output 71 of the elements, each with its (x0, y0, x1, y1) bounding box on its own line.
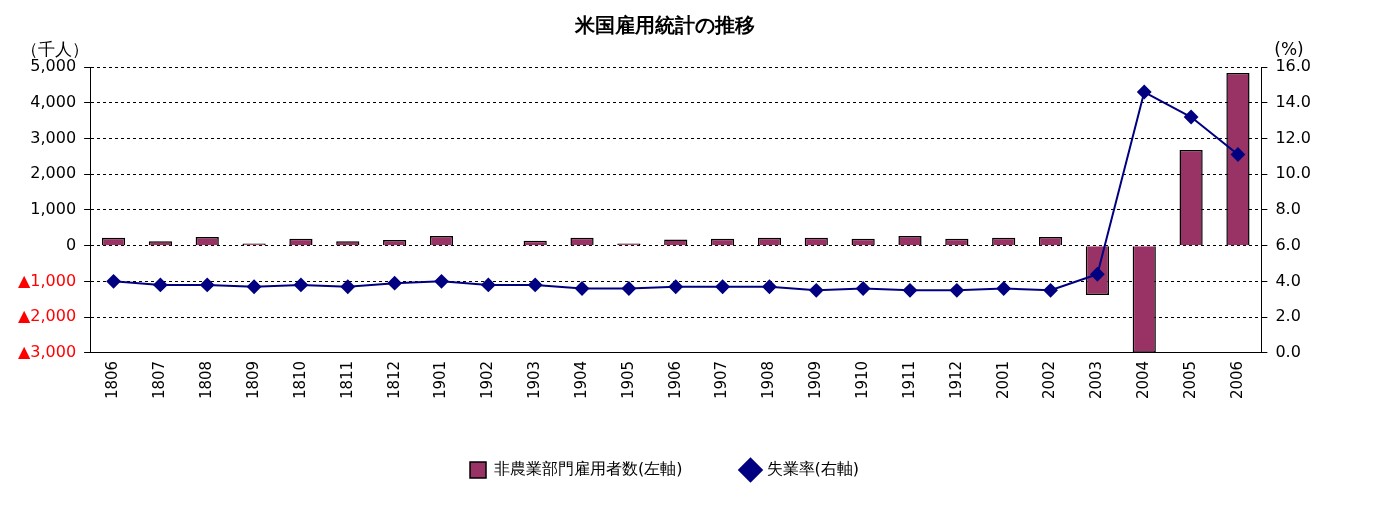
x-tick-label: 2002 (1040, 360, 1059, 400)
x-tick-label: 2001 (993, 360, 1012, 400)
y-tick-label: 1,000 (30, 199, 77, 219)
point (809, 283, 824, 298)
point (247, 279, 262, 294)
point (668, 279, 683, 294)
point (856, 281, 871, 296)
y2-tick-label: 16.0 (1275, 56, 1311, 76)
point (996, 281, 1011, 296)
y2-tick-label: 0.0 (1275, 341, 1301, 361)
point (387, 276, 402, 291)
x-tick-label: 2006 (1227, 360, 1246, 400)
legend-label: 失業率(右軸) (766, 459, 859, 479)
x-tick-label: 2005 (1180, 360, 1199, 400)
point (1137, 85, 1152, 100)
x-tick-label: 2004 (1134, 360, 1153, 400)
point (106, 274, 121, 289)
x-tick-label: 1910 (853, 360, 872, 400)
y2-axis-title: (%) (1274, 38, 1304, 59)
point (528, 277, 543, 292)
x-tick-label: 1905 (618, 360, 637, 400)
y2-tick-label: 14.0 (1275, 91, 1311, 111)
point (621, 281, 636, 296)
y-tick-label: ▲2,000 (18, 306, 77, 326)
y2-tick-label: 8.0 (1275, 199, 1301, 219)
point (340, 279, 355, 294)
x-tick-label: 1810 (290, 360, 309, 400)
y-axis-title: （千人） (21, 38, 89, 59)
y-tick-label: 2,000 (30, 163, 77, 183)
y-tick-label: ▲1,000 (18, 270, 77, 290)
y2-tick-label: 12.0 (1275, 127, 1311, 147)
point (949, 283, 964, 298)
x-tick-label: 1902 (478, 360, 497, 400)
x-tick-label: 1904 (571, 360, 590, 400)
x-tick-label: 1808 (197, 360, 216, 400)
point (434, 274, 449, 289)
x-tick-label: 1906 (665, 360, 684, 400)
point (293, 277, 308, 292)
point (481, 277, 496, 292)
legend-label: 非農業部門雇用者数(左軸) (494, 459, 683, 479)
y-tick-label: 4,000 (30, 91, 77, 111)
x-tick-label: 2003 (1087, 360, 1106, 400)
point (153, 277, 168, 292)
chart-title: 米国雇用統計の推移 (573, 13, 755, 38)
point (762, 279, 777, 294)
y-tick-label: ▲3,000 (18, 341, 77, 361)
x-tick-label: 1907 (712, 360, 731, 400)
y-tick-label: 0 (65, 234, 77, 254)
point (1184, 110, 1199, 125)
x-tick-label: 1807 (150, 360, 169, 400)
y2-tick-label: 6.0 (1275, 234, 1301, 254)
point (715, 279, 730, 294)
x-tick-label: 1908 (759, 360, 778, 400)
x-tick-label: 1901 (431, 360, 450, 400)
y2-tick-label: 2.0 (1275, 306, 1301, 326)
point (1043, 283, 1058, 298)
x-tick-label: 1909 (806, 360, 825, 400)
x-tick-label: 1812 (384, 360, 403, 400)
x-tick-label: 1903 (525, 360, 544, 400)
point (903, 283, 917, 298)
point (1230, 147, 1245, 162)
x-tick-label: 1911 (899, 360, 918, 400)
x-tick-label: 1912 (946, 360, 965, 400)
y-tick-label: 3,000 (30, 127, 77, 147)
y2-tick-label: 4.0 (1275, 270, 1301, 290)
x-tick-label: 1811 (337, 360, 356, 400)
point (200, 277, 215, 292)
point (575, 281, 590, 296)
y2-tick-label: 10.0 (1275, 163, 1311, 183)
x-tick-label: 1809 (243, 360, 262, 400)
x-tick-label: 1806 (103, 360, 122, 400)
